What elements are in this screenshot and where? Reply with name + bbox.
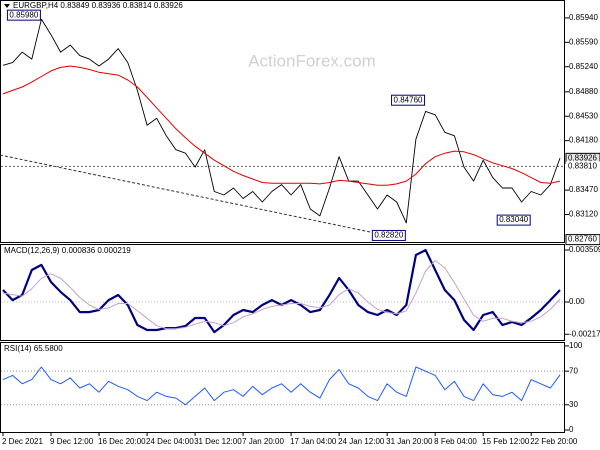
trendline (0, 154, 371, 233)
symbol-icon (4, 4, 10, 8)
annotation-label: 0.85980 (9, 10, 38, 19)
x-tick-label: 8 Feb 04:00 (434, 437, 477, 446)
watermark: ActionForex.com (248, 51, 376, 70)
x-tick-label: 31 Jan 20:00 (386, 437, 433, 446)
y-tick-label: 0.84880 (569, 87, 598, 96)
y-tick-label: 0.83470 (569, 185, 598, 194)
y-tick-label: -0.002176 (569, 329, 600, 338)
y-tick-label: 0 (569, 425, 574, 434)
series-line (2, 18, 561, 224)
y-tick-label: 0.85590 (569, 37, 598, 46)
annotation-box (6, 9, 41, 21)
y-tick-label: 0.85240 (569, 62, 598, 71)
y-tick-label: 0.003509 (569, 245, 600, 254)
annotation-box (371, 229, 406, 241)
macd-panel (0, 244, 565, 341)
price-label-box (565, 234, 600, 246)
y-tick-label: 70 (569, 366, 578, 375)
y-tick-label: 0.85940 (569, 13, 598, 22)
series-line (2, 260, 561, 330)
price-label-box (566, 161, 600, 172)
series-line (2, 366, 561, 406)
x-tick-label: 31 Dec 12:00 (194, 437, 242, 446)
series-line (2, 65, 561, 186)
y-tick-label: 100 (569, 341, 583, 350)
annotation-box (496, 214, 531, 226)
x-tick-label: 2 Dec 2021 (2, 437, 43, 446)
price-label: 0.83926 (568, 153, 597, 162)
y-tick-label: 30 (569, 400, 578, 409)
x-tick-label: 9 Dec 12:00 (50, 437, 94, 446)
price-label: 0.83810 (568, 162, 597, 171)
y-tick-label: 0.84530 (569, 111, 598, 120)
annotation-label: 0.82820 (374, 231, 403, 240)
series-line (2, 249, 561, 334)
x-tick-label: 7 Jan 20:00 (242, 437, 284, 446)
annotation-label: 0.84760 (394, 95, 423, 104)
annotation-label: 0.83040 (499, 215, 528, 224)
x-tick-label: 16 Dec 20:00 (98, 437, 146, 446)
x-tick-label: 24 Dec 04:00 (146, 437, 194, 446)
price-panel (0, 0, 565, 243)
price-label: 0.82760 (568, 235, 597, 244)
x-tick-label: 24 Jan 12:00 (338, 437, 385, 446)
y-tick-label: 0.84180 (569, 136, 598, 145)
rsi-title: RSI(14) 65.5800 (4, 344, 63, 353)
rsi-panel (0, 342, 565, 433)
y-tick-label: 0.83120 (569, 210, 598, 219)
annotation-box (391, 94, 426, 106)
y-tick-label: 0.00 (569, 297, 585, 306)
x-tick-label: 17 Jan 04:00 (290, 437, 337, 446)
macd-title: MACD(12,26,9) 0.000836 0.000219 (4, 246, 131, 255)
x-tick-label: 15 Feb 12:00 (482, 437, 530, 446)
header-title: EURGBP,H4 0.83849 0.83936 0.83814 0.8392… (13, 1, 183, 10)
x-tick-label: 22 Feb 20:00 (530, 437, 578, 446)
